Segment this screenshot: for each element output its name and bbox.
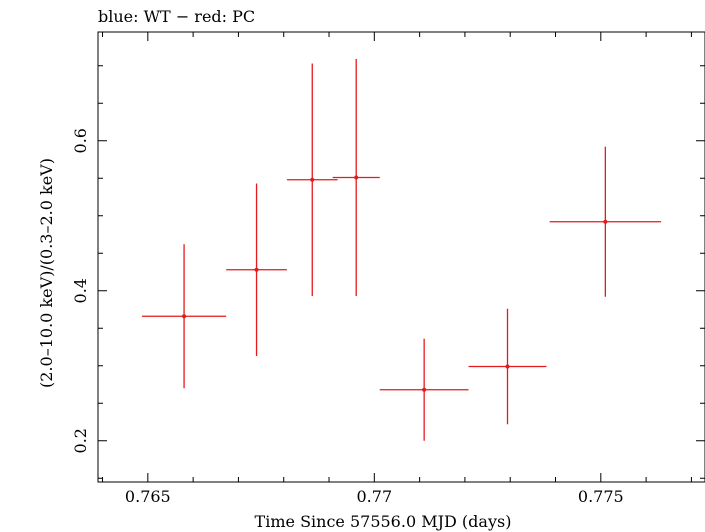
data-point bbox=[332, 59, 380, 296]
plot-frame bbox=[97, 31, 705, 483]
data-point-marker bbox=[422, 387, 427, 392]
data-point bbox=[379, 338, 469, 441]
x-tick-label: 0.77 bbox=[357, 487, 393, 506]
x-tick-label: 0.775 bbox=[578, 487, 624, 506]
x-axis-label: Time Since 57556.0 MJD (days) bbox=[255, 512, 512, 531]
data-point-marker bbox=[182, 314, 187, 319]
data-point-marker bbox=[254, 267, 259, 272]
y-tick-label: 0.4 bbox=[71, 278, 90, 303]
x-tick-label: 0.765 bbox=[125, 487, 171, 506]
data-point-marker bbox=[603, 219, 608, 224]
data-point bbox=[286, 63, 338, 296]
tick-labels: 0.765 0.77 0.775 0.2 0.4 0.6 bbox=[71, 128, 624, 506]
data-point bbox=[226, 183, 287, 356]
chart-title: blue: WT − red: PC bbox=[98, 7, 255, 26]
data-point-marker bbox=[310, 177, 315, 182]
data-point bbox=[549, 146, 662, 297]
data-point bbox=[468, 308, 547, 425]
data-point bbox=[141, 244, 227, 389]
y-axis-label: (2.0–10.0 keV)/(0.3–2.0 keV) bbox=[37, 158, 56, 388]
data-points bbox=[141, 59, 662, 441]
axis-ticks bbox=[98, 32, 705, 482]
data-point-marker bbox=[354, 175, 359, 180]
y-tick-label: 0.2 bbox=[71, 428, 90, 453]
y-tick-label: 0.6 bbox=[71, 128, 90, 153]
data-point-marker bbox=[505, 364, 510, 369]
